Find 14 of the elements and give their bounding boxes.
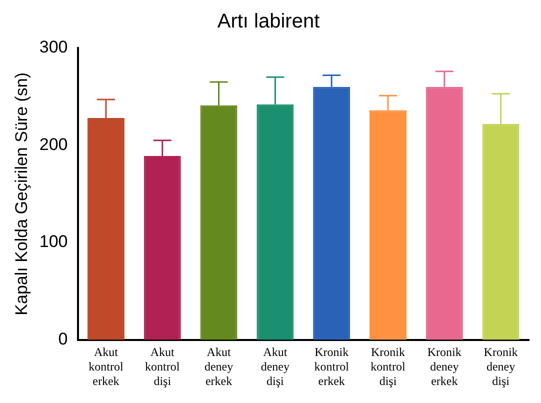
x-tick-label: Akut kontrol dişi [145, 345, 180, 388]
x-tick-label: Akut kontrol erkek [88, 345, 124, 388]
y-tick-label: 200 [39, 134, 68, 154]
x-tick-label: Akut deney erkek [204, 345, 234, 388]
chart-title: Artı labirent [217, 10, 320, 33]
x-tick-label: Kronik deney erkek [427, 345, 462, 388]
y-tick-label: 100 [39, 232, 68, 252]
y-axis-title: Kapalı Kolda Geçirilen Süre (sn) [12, 72, 31, 316]
x-tick-label: Akut deney dişi [260, 345, 290, 388]
y-tick-label: 300 [39, 38, 68, 57]
y-tick-label: 0 [58, 329, 68, 348]
x-tick-label: Kronik kontrol dişi [370, 345, 406, 388]
x-tick-label: Kronik deney dişi [484, 345, 518, 388]
x-tick-label: Kronik kontrol erkek [314, 345, 350, 388]
